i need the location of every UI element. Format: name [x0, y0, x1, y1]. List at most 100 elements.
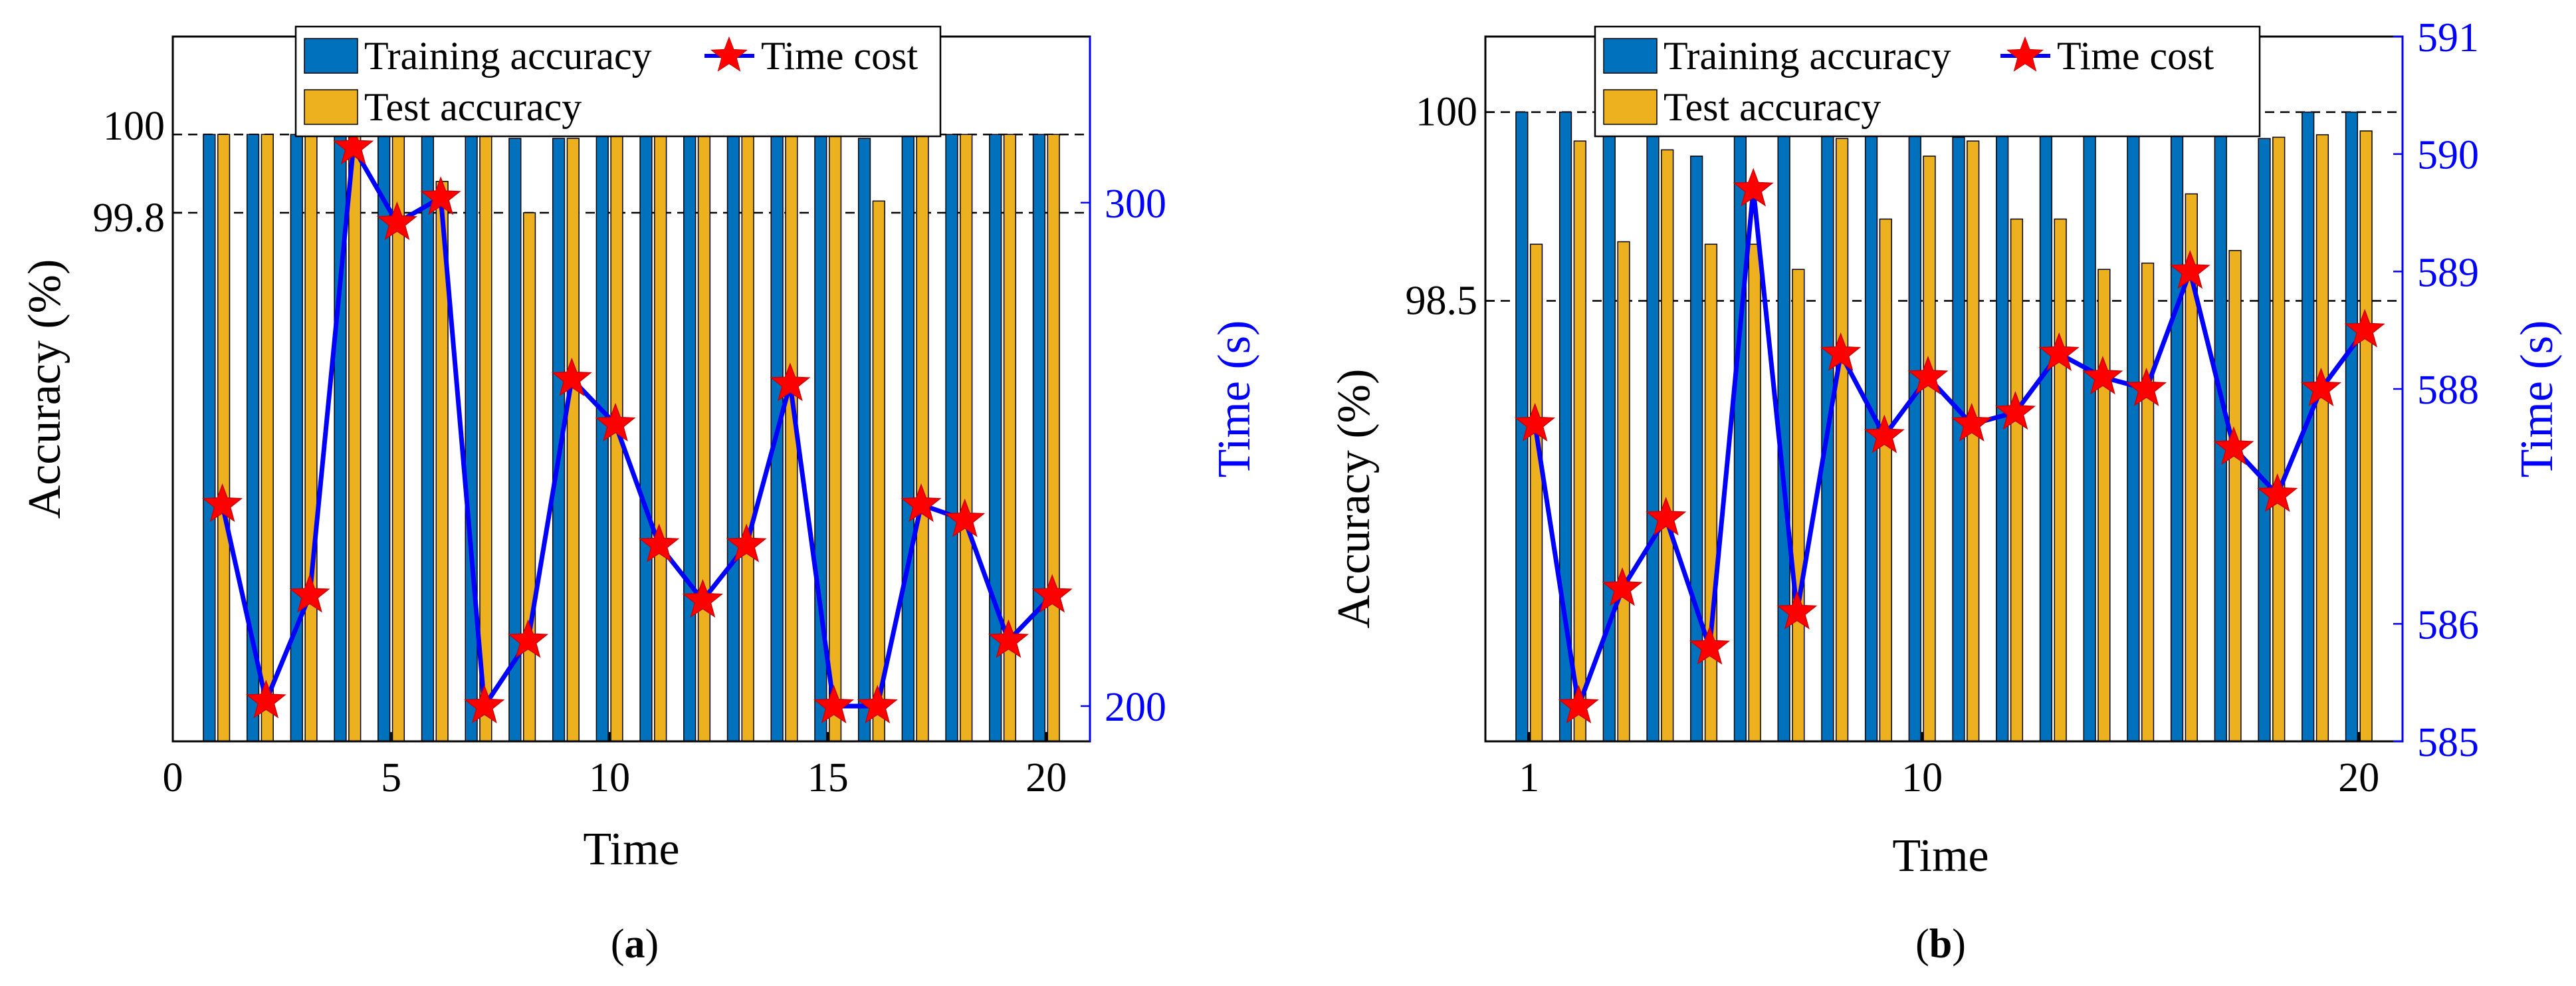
- training-accuracy-bar: [1733, 111, 1747, 742]
- y-tick-label: 99.8: [93, 195, 165, 241]
- legend-box: [1594, 25, 2261, 138]
- training-accuracy-bar: [2039, 111, 2053, 742]
- time-cost-marker: [682, 578, 724, 618]
- panel-a-legend: Training accuracy Time cost Test accurac…: [294, 25, 942, 138]
- time-cost-marker: [2082, 356, 2123, 395]
- training-accuracy-bar: [1864, 111, 1878, 742]
- test-accuracy-bar: [2315, 134, 2329, 742]
- y2-tick-label: 588: [2417, 368, 2479, 413]
- panel-b-x-axis-label: Time: [1892, 830, 1988, 882]
- test-accuracy-bar: [1792, 269, 1805, 742]
- y2-tick-label: 589: [2417, 250, 2479, 295]
- legend-swatch-test: [1603, 89, 1658, 125]
- time-cost-marker: [901, 483, 942, 523]
- test-accuracy-bar: [960, 134, 973, 742]
- test-accuracy-bar: [348, 134, 362, 742]
- time-cost-marker: [289, 574, 330, 613]
- time-cost-marker: [420, 176, 461, 215]
- training-accuracy-bar: [290, 134, 303, 742]
- time-cost-marker: [1820, 332, 1862, 372]
- training-accuracy-bar: [2083, 111, 2096, 742]
- training-accuracy-bar: [2127, 111, 2140, 742]
- test-accuracy-bar: [1617, 241, 1630, 742]
- y-tick-label: 100: [1416, 90, 1477, 135]
- panel-a-y-axis-label: Accuracy (%): [19, 259, 70, 519]
- time-cost-marker: [245, 679, 286, 719]
- test-accuracy-bar: [2272, 136, 2286, 742]
- legend-swatch-test: [304, 89, 358, 125]
- time-cost-marker: [2257, 473, 2298, 513]
- y2-tick-label: 590: [2417, 133, 2479, 178]
- time-cost-marker: [508, 619, 549, 658]
- time-cost-marker: [1951, 402, 1992, 442]
- x-tick-label: 0: [163, 755, 183, 801]
- time-cost-marker: [813, 684, 855, 724]
- legend-marker-star: [710, 36, 748, 72]
- test-accuracy-bar: [1573, 140, 1586, 742]
- time-cost-marker: [551, 357, 592, 396]
- training-accuracy-bar: [683, 134, 697, 742]
- y2-tick-label: 586: [2417, 602, 2479, 648]
- training-accuracy-bar: [2170, 111, 2184, 742]
- time-cost-marker: [857, 684, 898, 724]
- training-accuracy-bar: [377, 134, 391, 742]
- time-cost-line: [1533, 187, 2367, 709]
- legend-label-time: Time cost: [761, 34, 918, 78]
- test-accuracy-bar: [828, 134, 842, 742]
- y2-tick-label: 591: [2417, 15, 2479, 61]
- time-cost-marker: [1994, 391, 2036, 430]
- test-accuracy-bar: [2010, 218, 2024, 742]
- time-cost-marker: [1031, 574, 1073, 613]
- training-accuracy-bar: [1646, 111, 1660, 742]
- time-cost-marker: [1864, 414, 1905, 453]
- caption-a-letter: a: [625, 922, 645, 967]
- test-accuracy-bar: [566, 138, 580, 742]
- y2-tick-label: 300: [1105, 182, 1166, 227]
- time-cost-marker: [2169, 250, 2210, 289]
- legend-label-test: Test accuracy: [1664, 85, 1881, 129]
- caption-b: (b): [1915, 922, 1966, 967]
- test-accuracy-bar: [1704, 243, 1718, 742]
- training-accuracy-bar: [639, 134, 653, 742]
- time-cost-marker: [726, 523, 767, 562]
- x-tick-label: 20: [2338, 755, 2379, 801]
- training-accuracy-bar: [1602, 111, 1616, 742]
- test-accuracy-bar: [1047, 134, 1060, 742]
- time-cost-marker: [1689, 626, 1731, 665]
- test-accuracy-bar: [522, 212, 536, 742]
- training-accuracy-bar: [1908, 111, 1921, 742]
- legend-swatch-training: [304, 38, 358, 74]
- training-accuracy-bar: [2214, 111, 2227, 742]
- time-cost-marker: [944, 498, 986, 537]
- test-accuracy-bar: [2141, 262, 2155, 742]
- test-accuracy-bar: [1967, 140, 1980, 742]
- x-tick-label: 15: [807, 755, 849, 801]
- legend-label-training: Training accuracy: [364, 34, 652, 78]
- time-cost-marker: [202, 483, 243, 523]
- time-cost-marker: [639, 523, 680, 562]
- panel-a-x-axis-label: Time: [583, 824, 679, 875]
- test-accuracy-bar: [1835, 138, 1849, 742]
- training-accuracy-bar: [1515, 111, 1529, 742]
- caption-a: (a): [611, 922, 659, 967]
- test-accuracy-bar: [654, 134, 667, 742]
- panel-a: 0 5 10 15 20 99.8 100 200 300 Time Accuracy (%…: [19, 25, 1260, 967]
- test-accuracy-bar: [697, 134, 711, 742]
- legend-box: [294, 25, 942, 138]
- time-cost-marker: [464, 684, 505, 724]
- training-accuracy-bar: [2345, 111, 2359, 742]
- y-tick-label: 98.5: [1406, 279, 1478, 324]
- time-cost-marker: [1558, 684, 1599, 724]
- time-cost-marker: [2213, 426, 2254, 465]
- x-tick-label: 10: [1901, 755, 1943, 801]
- time-cost-marker: [1776, 590, 1818, 630]
- training-accuracy-bar: [901, 134, 914, 742]
- time-cost-marker: [2126, 367, 2167, 407]
- y2-tick-label: 200: [1105, 685, 1166, 730]
- panel-b-y-axis-label: Accuracy (%): [1329, 369, 1380, 629]
- test-accuracy-bar: [1748, 243, 1761, 742]
- training-accuracy-bar: [726, 134, 740, 742]
- legend-label-training: Training accuracy: [1664, 34, 1951, 78]
- legend-label-time: Time cost: [2057, 34, 2214, 78]
- test-accuracy-bar: [2097, 269, 2111, 742]
